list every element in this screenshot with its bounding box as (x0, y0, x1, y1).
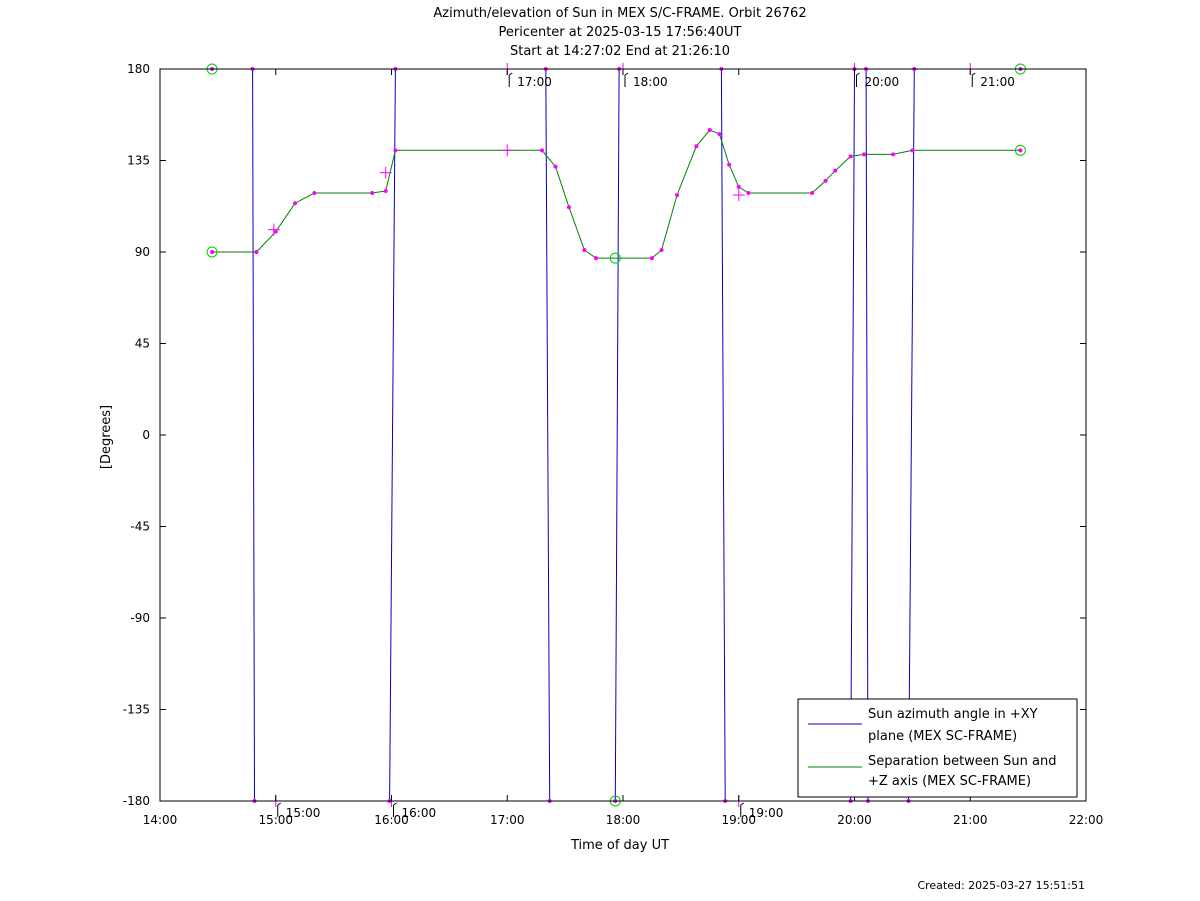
x-tick-label-6: 20:00 (837, 813, 872, 827)
hour-label-4: 19:00 (740, 802, 784, 820)
series-1-point-5 (370, 191, 375, 196)
series-line-0 (212, 68, 1021, 802)
hour-label-2: 17:00 (508, 72, 552, 89)
circle-marker-4 (609, 252, 621, 264)
y-tick-label-6: -90 (130, 611, 150, 625)
series-1-point-11 (582, 247, 587, 252)
series-1-point-23 (823, 178, 828, 183)
y-axis-label: [Degrees] (99, 405, 114, 469)
series-1-point-13 (649, 256, 654, 261)
series-line-1 (212, 129, 1021, 259)
series-1-point-2 (273, 229, 278, 234)
plus-marker-1 (379, 166, 392, 179)
legend-box (797, 698, 1078, 798)
series-1-point-10 (566, 205, 571, 210)
series-1-point-7 (393, 148, 398, 153)
hour-label-0: 15:00 (277, 802, 321, 820)
title-line-1: Azimuth/elevation of Sun in MEX S/C-FRAM… (433, 6, 806, 21)
hour-label-3: 18:00 (624, 72, 668, 89)
x-axis-label: Time of day UT (570, 838, 669, 853)
y-tick-label-8: -180 (123, 794, 150, 808)
series-1-point-18 (717, 132, 722, 137)
series-1-point-4 (312, 191, 317, 196)
y-tick-label-7: -135 (123, 703, 150, 717)
legend-label-separation-line-1: Separation between Sun and (868, 754, 1056, 769)
legend-label-separation-line-2: +Z axis (MEX SC-FRAME) (868, 774, 1031, 789)
series-1-point-19 (727, 162, 732, 167)
y-tick-label-3: 45 (135, 337, 150, 351)
axis-ticks: 14:00 15:00 16:00 17:00 18:00 19:00 20:00 21:00… (123, 62, 1104, 827)
hour-label-text-4: 19:00 (749, 806, 784, 820)
series-1-point-29 (1018, 148, 1023, 153)
legend-label-azimuth-line-2: plane (MEX SC-FRAME) (868, 729, 1017, 744)
chart-title: Azimuth/elevation of Sun in MEX S/C-FRAM… (433, 6, 806, 59)
series-1-point-21 (746, 191, 751, 196)
plus-marker-2 (732, 189, 745, 202)
series-1-point-3 (293, 201, 298, 206)
hour-label-text-3: 18:00 (633, 75, 668, 89)
series-1-point-27 (891, 152, 896, 157)
hour-label-1: 16:00 (393, 802, 437, 820)
x-tick-label-5: 19:00 (721, 813, 756, 827)
x-tick-label-4: 18:00 (606, 813, 641, 827)
y-tick-label-5: -45 (130, 520, 150, 534)
hour-labels: 15:00 16:00 17:00 18:00 19:00 20:00 21:00 (277, 72, 1015, 820)
series-1-point-20 (736, 184, 741, 189)
plus-marker-0 (267, 223, 280, 236)
series-1-point-8 (539, 148, 544, 153)
x-tick-label-2: 16:00 (374, 813, 409, 827)
series-1-point-28 (910, 148, 915, 153)
legend: Sun azimuth angle in +XY plane (MEX SC-F… (797, 698, 1078, 798)
plot-frame (159, 68, 1087, 802)
x-tick-label-3: 17:00 (490, 813, 525, 827)
series-1-point-1 (254, 250, 259, 254)
y-tick-label-1: 135 (127, 154, 150, 168)
hour-label-text-2: 17:00 (517, 75, 552, 89)
series-1-point-24 (833, 168, 838, 173)
title-line-2: Pericenter at 2025-03-15 17:56:40UT (498, 25, 741, 40)
hour-label-text-1: 16:00 (402, 806, 437, 820)
series-1-point-6 (383, 189, 388, 193)
series-1-point-25 (848, 154, 853, 159)
x-tick-label-8: 22:00 (1069, 813, 1104, 827)
hour-label-5: 20:00 (856, 72, 900, 89)
x-tick-label-7: 21:00 (953, 813, 988, 827)
hour-label-text-6: 21:00 (980, 75, 1015, 89)
legend-label-azimuth-line-1: Sun azimuth angle in +XY (868, 707, 1038, 722)
title-line-3: Start at 14:27:02 End at 21:26:10 (510, 44, 730, 59)
series-1-point-17 (707, 128, 712, 132)
hour-label-text-0: 15:00 (286, 806, 321, 820)
y-tick-label-2: 90 (135, 245, 150, 259)
hour-label-text-5: 20:00 (865, 75, 900, 89)
series-1-point-14 (659, 247, 664, 252)
series-1-point-9 (553, 164, 558, 169)
series-1-point-26 (862, 152, 867, 157)
circle-marker-1 (206, 246, 218, 258)
hour-label-6: 21:00 (971, 72, 1015, 89)
series-1-point-0 (210, 250, 215, 254)
series-layer (212, 68, 1021, 802)
circle-marker-3 (1014, 144, 1026, 156)
series-1-point-22 (810, 191, 815, 196)
series-1-point-16 (694, 144, 699, 149)
created-timestamp: Created: 2025-03-27 15:51:51 (917, 879, 1085, 892)
plus-marker-3 (501, 144, 514, 157)
y-tick-label-0: 180 (127, 62, 150, 76)
x-tick-label-0: 14:00 (143, 813, 178, 827)
series-1-point-12 (593, 256, 598, 261)
y-tick-label-4: 0 (142, 428, 150, 442)
series-1-point-15 (675, 193, 680, 198)
x-tick-label-1: 15:00 (258, 813, 293, 827)
